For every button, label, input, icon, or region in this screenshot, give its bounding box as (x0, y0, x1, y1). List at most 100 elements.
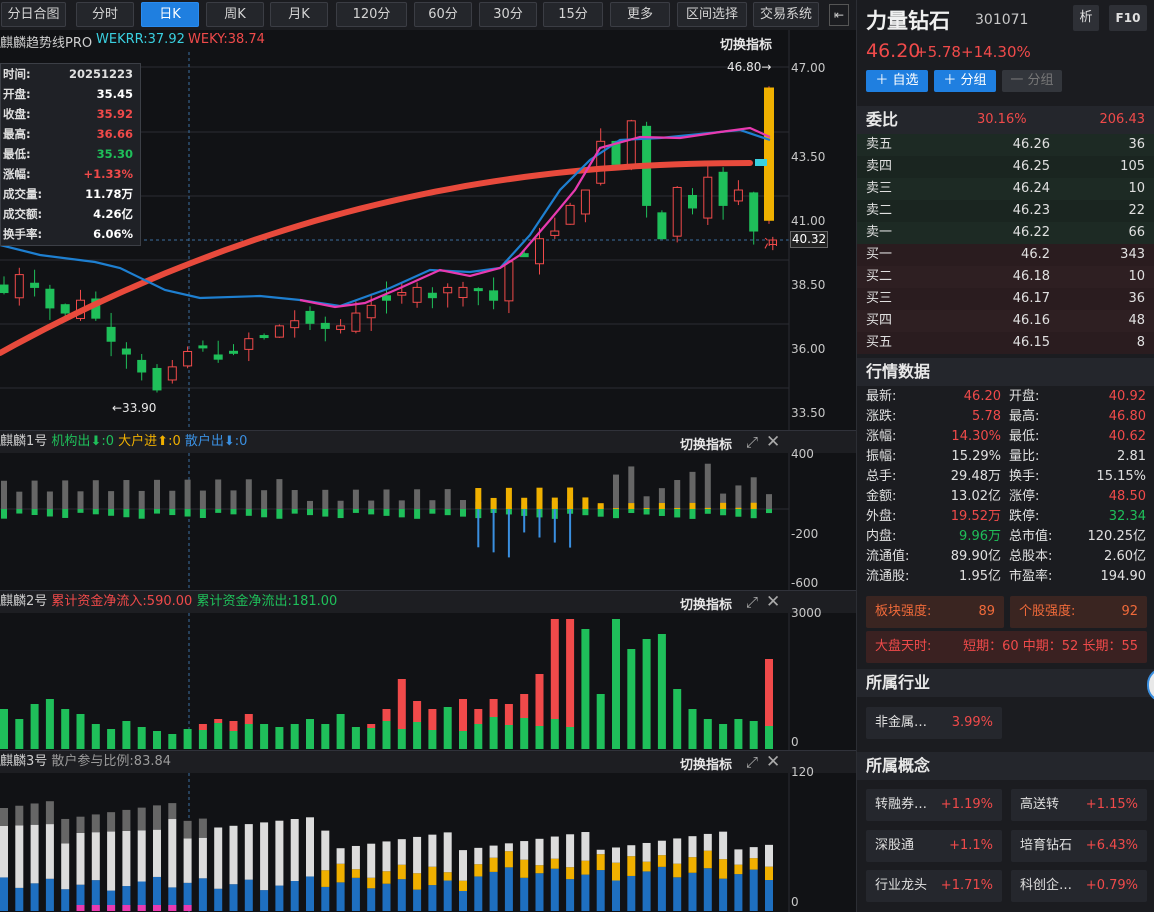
concept-card[interactable]: 行业龙头 +1.71% (866, 870, 1002, 902)
part-bar-blue (0, 877, 8, 911)
expand-icon[interactable]: ⤢ (746, 593, 759, 611)
part-bar-white (321, 830, 330, 871)
bid-row[interactable]: 买一 46.2 343 (857, 244, 1154, 266)
quote-value: 9.96万 (959, 529, 1001, 544)
part-bar-blue (168, 887, 177, 911)
concept-card[interactable]: 高送转 +1.15% (1011, 789, 1147, 821)
pane1-switch-button[interactable]: 切换指标 (679, 438, 732, 453)
vol-bar-green (613, 509, 619, 519)
bid-row[interactable]: 买三 46.17 36 (857, 288, 1154, 310)
close-icon[interactable]: ✕ (766, 432, 781, 452)
pane3-switch-button[interactable]: 切换指标 (679, 758, 732, 773)
wekrr-value: WEKRR:37.92 (96, 32, 185, 47)
concept-card[interactable]: 培育钻石 +6.43% (1011, 830, 1147, 862)
bid-row[interactable]: 买四 46.16 48 (857, 310, 1154, 332)
candle-body (60, 304, 70, 314)
part-bar-white (244, 824, 253, 880)
industry-card[interactable]: 非金属… 3.99% (866, 707, 1002, 739)
switch-indicator-button[interactable]: 切换指标 (719, 38, 772, 53)
part-bar-grey (61, 818, 70, 844)
tooltip-value: 4.26亿 (93, 207, 133, 221)
concept-card[interactable]: 深股通 +1.1% (866, 830, 1002, 862)
y-tick: 43.50 (791, 150, 826, 164)
indicator-pane-2[interactable]: 麒麟2号 累计资金净流入:590.00 累计资金净流出:181.00 切换指标 … (0, 590, 856, 751)
expand-icon[interactable]: ⤢ (746, 433, 759, 451)
ask-row[interactable]: 卖五 46.26 36 (857, 134, 1154, 156)
part-bar-white (749, 847, 758, 859)
vol-bar-green (582, 509, 589, 516)
candle-body (45, 288, 55, 309)
add-group-button[interactable]: ＋ 分组 (934, 70, 996, 92)
tab-monthly-k[interactable]: 月K (270, 2, 328, 27)
tab-30min[interactable]: 30分 (479, 2, 537, 27)
part-bar-blue (703, 868, 712, 911)
add-watchlist-button[interactable]: ＋ 自选 (866, 70, 928, 92)
vol-bar-gold (551, 497, 558, 509)
vol-bar-gold (689, 502, 696, 509)
level-price: 46.16 (1012, 313, 1050, 328)
close-icon[interactable]: ✕ (766, 752, 781, 772)
kline-chart[interactable]: 麒麟趋势线PRO WEKRR:37.92 WEKY:38.74 切换指标 46.… (0, 30, 856, 430)
part-bar-pink (122, 905, 131, 911)
part-bar-blue (153, 876, 161, 911)
analyze-button[interactable]: 析 (1073, 5, 1099, 31)
tab-weekly-k[interactable]: 周K (206, 2, 264, 27)
bid-row[interactable]: 买二 46.18 10 (857, 266, 1154, 288)
quote-row: 外盘: 19.52万 跌停: 32.34 (857, 507, 1154, 527)
candle-body (412, 286, 422, 303)
vol-bar-green (444, 509, 451, 516)
bid-row[interactable]: 买五 46.15 8 (857, 332, 1154, 354)
indicator-pane-1[interactable]: 麒麟1号 机构出⬇:0 大户进⬆:0 散户出⬇:0 切换指标 ⤢ ✕ 400 -… (0, 430, 856, 591)
vol-bar-green (674, 509, 681, 518)
vol-bar-blue (523, 509, 526, 533)
pane1-inst-value: :0 (101, 434, 114, 449)
concept-card[interactable]: 科创企… +0.79% (1011, 870, 1147, 902)
level-name: 卖五 (866, 137, 893, 152)
tooltip-row: 成交额: 4.26亿 (1, 204, 140, 224)
ask-row[interactable]: 卖四 46.25 105 (857, 156, 1154, 178)
tab-day-combo[interactable]: 分日合图 (1, 2, 66, 27)
part-bar-blue (443, 880, 452, 911)
part-bar-blue (489, 871, 498, 911)
quote-row: 流通股: 1.95亿 市盈率: 194.90 (857, 567, 1154, 587)
flow-bar-green (214, 723, 223, 749)
ask-row[interactable]: 卖一 46.22 66 (857, 222, 1154, 244)
part-bar-white (535, 838, 544, 866)
concept-card[interactable]: 转融券… +1.19% (866, 789, 1002, 821)
tab-range-select[interactable]: 区间选择 (677, 2, 747, 27)
tab-120min[interactable]: 120分 (336, 2, 407, 27)
ask-row[interactable]: 卖三 46.24 10 (857, 178, 1154, 200)
tab-time-share[interactable]: 分时 (76, 2, 134, 27)
tab-more[interactable]: 更多 (610, 2, 670, 27)
ask-row[interactable]: 卖二 46.23 22 (857, 200, 1154, 222)
tab-15min[interactable]: 15分 (543, 2, 603, 27)
expand-icon[interactable]: ⤢ (746, 753, 759, 771)
candle-body (489, 290, 499, 301)
vol-bar-blue (538, 509, 541, 538)
tab-60min[interactable]: 60分 (414, 2, 472, 27)
y-tick: -600 (791, 576, 819, 590)
f10-button[interactable]: F10 (1109, 5, 1147, 31)
flow-bar-green (566, 727, 575, 749)
level-volume: 105 (1120, 159, 1145, 174)
candle-body (565, 204, 575, 225)
close-icon[interactable]: ✕ (766, 592, 781, 612)
tab-daily-k[interactable]: 日K (141, 2, 199, 27)
level-name: 买三 (866, 291, 893, 306)
indicator-pane-3[interactable]: 麒麟3号 散户参与比例:83.84 切换指标 ⤢ ✕ 120 0 (0, 750, 856, 912)
candle-body (443, 286, 453, 294)
vol-bar-grey (92, 480, 99, 509)
remove-group-button[interactable]: 一 分组 (1002, 70, 1062, 92)
flow-bar-green (459, 731, 467, 749)
part-bar-blue (76, 884, 85, 911)
part-bar-grey (168, 803, 177, 820)
flow-bar-green (122, 721, 131, 749)
vol-bar-grey (429, 500, 436, 509)
tab-trading-system[interactable]: 交易系统 (753, 2, 819, 27)
flow-bar-red (550, 619, 559, 719)
vol-bar-green (398, 509, 405, 518)
part-bar-blue (15, 887, 24, 911)
collapse-panel-icon[interactable]: ⇤ (829, 4, 849, 26)
pane2-switch-button[interactable]: 切换指标 (679, 598, 732, 613)
level-volume: 36 (1128, 137, 1145, 152)
